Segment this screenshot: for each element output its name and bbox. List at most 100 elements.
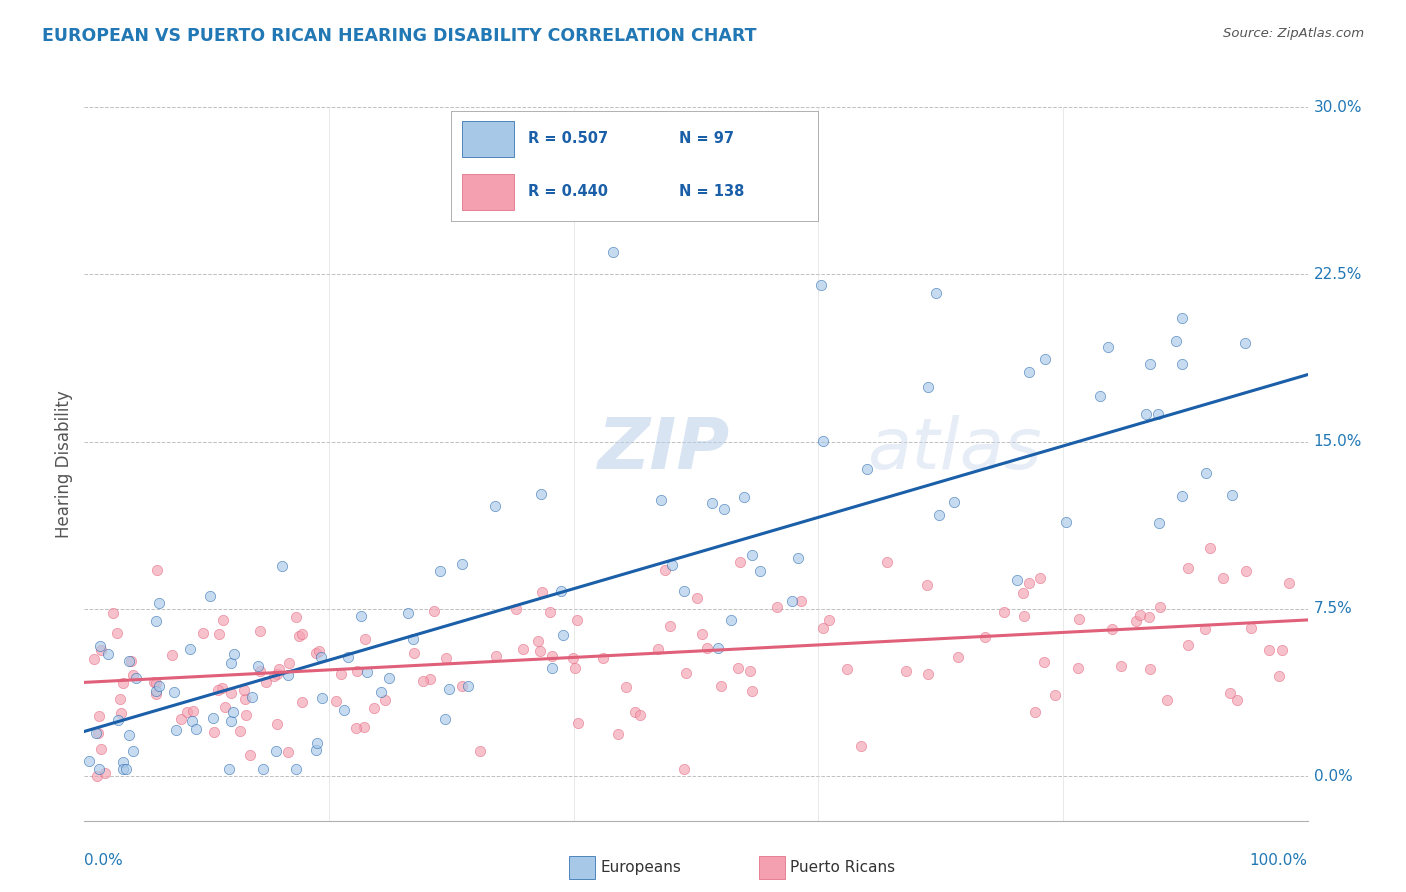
Text: 0.0%: 0.0% <box>1313 769 1353 783</box>
Point <box>567 716 589 731</box>
Point <box>271 559 294 574</box>
Point <box>105 625 128 640</box>
Point <box>211 681 233 695</box>
Point <box>246 658 269 673</box>
Point <box>118 654 141 668</box>
Point <box>160 648 183 662</box>
Point <box>346 721 368 735</box>
Point <box>1170 310 1192 325</box>
Point <box>786 550 808 565</box>
Point <box>222 647 245 661</box>
Point <box>1149 599 1171 614</box>
Point <box>233 691 256 706</box>
Point <box>451 558 474 572</box>
Point <box>201 711 224 725</box>
Point <box>505 602 527 616</box>
Point <box>202 725 225 739</box>
Point <box>1137 610 1160 624</box>
Point <box>305 646 328 660</box>
Point <box>285 762 308 776</box>
Point <box>277 668 299 682</box>
Point <box>111 756 134 770</box>
Point <box>212 613 235 627</box>
Point <box>624 705 647 719</box>
Point <box>1271 643 1294 657</box>
Point <box>1212 571 1234 585</box>
Point <box>115 762 138 776</box>
Point <box>551 628 574 642</box>
Point <box>308 644 330 658</box>
Point <box>278 656 301 670</box>
Point <box>1195 466 1218 480</box>
Text: 30.0%: 30.0% <box>1313 100 1362 114</box>
Point <box>658 619 681 633</box>
Point <box>685 591 707 606</box>
Point <box>538 605 561 619</box>
Point <box>218 762 240 776</box>
Point <box>713 502 735 516</box>
Point <box>93 766 115 780</box>
Point <box>181 704 204 718</box>
Point <box>1018 365 1040 379</box>
Point <box>740 664 762 678</box>
Point <box>564 661 586 675</box>
Point <box>1029 571 1052 585</box>
Point <box>219 656 242 670</box>
Point <box>1129 608 1152 623</box>
Point <box>529 643 551 657</box>
Point <box>145 684 167 698</box>
Point <box>855 462 877 476</box>
Y-axis label: Hearing Disability: Hearing Disability <box>55 390 73 538</box>
Point <box>1170 357 1192 371</box>
Point <box>1069 612 1091 626</box>
Point <box>650 493 672 508</box>
Point <box>661 558 683 572</box>
Point <box>103 607 125 621</box>
Point <box>179 642 201 657</box>
Text: EUROPEAN VS PUERTO RICAN HEARING DISABILITY CORRELATION CHART: EUROPEAN VS PUERTO RICAN HEARING DISABIL… <box>42 27 756 45</box>
Point <box>1278 575 1301 590</box>
Point <box>614 680 637 694</box>
Point <box>84 726 107 740</box>
Point <box>675 666 697 681</box>
Point <box>370 685 392 699</box>
Point <box>233 683 256 698</box>
Point <box>530 487 553 501</box>
Point <box>122 744 145 758</box>
Point <box>305 742 328 756</box>
Point <box>208 627 231 641</box>
Point <box>531 585 554 599</box>
Point <box>1097 340 1119 354</box>
Point <box>1268 669 1291 683</box>
Point <box>541 649 564 664</box>
Point <box>741 684 763 698</box>
Point <box>550 583 572 598</box>
Point <box>249 665 271 679</box>
Point <box>184 722 207 736</box>
Point <box>602 244 624 259</box>
Point <box>540 661 562 675</box>
Text: 22.5%: 22.5% <box>1313 267 1362 282</box>
Point <box>565 613 588 627</box>
Point <box>429 564 451 578</box>
Point <box>207 683 229 698</box>
Point <box>1139 662 1161 676</box>
Point <box>790 594 813 608</box>
Point <box>122 668 145 682</box>
Point <box>574 155 596 169</box>
Point <box>434 712 457 726</box>
Point <box>810 278 832 293</box>
Point <box>1014 609 1036 624</box>
Point <box>1220 488 1243 502</box>
Point <box>1033 351 1056 366</box>
Point <box>1147 516 1170 530</box>
Point <box>993 605 1015 619</box>
Point <box>817 613 839 627</box>
Point <box>235 708 257 723</box>
Point <box>330 667 353 681</box>
Point <box>120 654 142 668</box>
Point <box>654 563 676 577</box>
Point <box>1234 565 1257 579</box>
Point <box>780 593 803 607</box>
Point <box>311 691 333 706</box>
